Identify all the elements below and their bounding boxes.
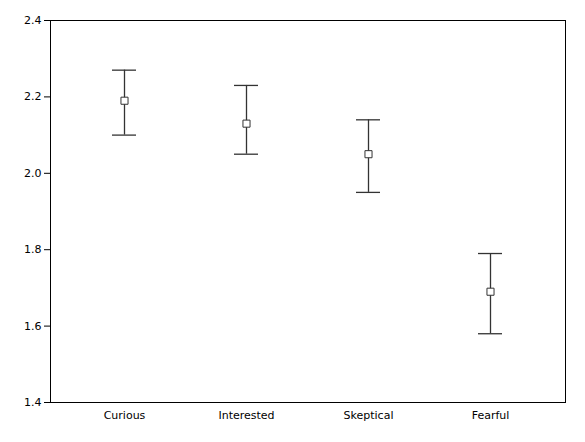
svg-text:2.4: 2.4 — [24, 14, 42, 27]
svg-text:1.6: 1.6 — [24, 320, 42, 333]
svg-text:2.0: 2.0 — [24, 167, 42, 180]
svg-text:1.8: 1.8 — [24, 243, 42, 256]
svg-text:2.2: 2.2 — [24, 90, 42, 103]
svg-text:Curious: Curious — [104, 409, 146, 422]
svg-text:Interested: Interested — [218, 409, 274, 422]
svg-text:Fearful: Fearful — [472, 409, 510, 422]
svg-text:Skeptical: Skeptical — [344, 409, 394, 422]
svg-text:1.4: 1.4 — [24, 396, 42, 409]
